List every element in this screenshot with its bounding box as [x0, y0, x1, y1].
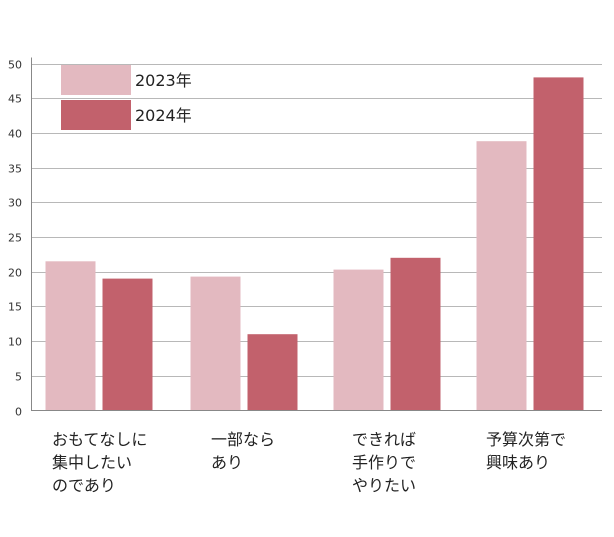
y-tick-label: 25: [8, 232, 22, 245]
axes: [31, 57, 602, 411]
x-category-label: やりたい: [352, 476, 416, 495]
y-tick-label: 0: [15, 406, 22, 419]
legend: 2023年 2024年: [61, 65, 192, 130]
bar-series-1-cat-3: [333, 269, 384, 411]
y-tick-label: 10: [8, 336, 22, 349]
x-category-label: おもてなしに: [52, 430, 147, 449]
x-category-label: できれば: [352, 430, 416, 449]
bar-series-2-cat-4: [533, 77, 584, 411]
legend-label: 2024年: [135, 106, 192, 125]
y-axis-tick-labels: 0 5 10 15 20 25 30 35 40 45 50: [8, 59, 22, 419]
y-tick-label: 30: [8, 197, 22, 210]
legend-label: 2023年: [135, 71, 192, 90]
x-category-label: あり: [211, 453, 243, 472]
bar-series-2-cat-1: [102, 278, 153, 411]
x-category-label: 興味あり: [486, 453, 550, 472]
bars: [45, 77, 584, 411]
y-tick-label: 50: [8, 59, 22, 72]
bar-series-1-cat-4: [476, 141, 527, 411]
y-tick-label: 35: [8, 163, 22, 176]
y-tick-label: 20: [8, 267, 22, 280]
legend-swatch: [61, 65, 131, 95]
bar-series-1-cat-1: [45, 261, 96, 411]
legend-swatch: [61, 100, 131, 130]
y-tick-label: 40: [8, 128, 22, 141]
y-tick-label: 15: [8, 301, 22, 314]
x-category-label: 予算次第で: [486, 430, 566, 449]
x-category-label: 手作りで: [352, 453, 416, 472]
x-category-label: のであり: [52, 476, 116, 495]
bar-series-2-cat-3: [390, 257, 441, 411]
y-tick-label: 45: [8, 93, 22, 106]
bar-series-2-cat-2: [247, 334, 298, 411]
x-category-label: 一部なら: [211, 430, 275, 449]
x-category-label: 集中したい: [52, 453, 132, 472]
bar-series-1-cat-2: [190, 276, 241, 411]
y-tick-label: 5: [15, 371, 22, 384]
